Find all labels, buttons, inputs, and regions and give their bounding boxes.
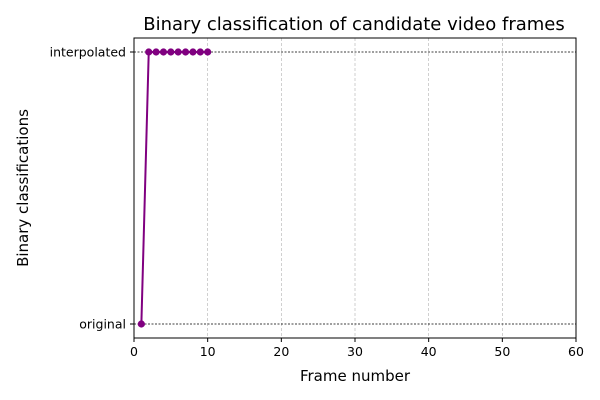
data-point bbox=[204, 48, 212, 56]
x-tick-label: 60 bbox=[568, 344, 584, 359]
x-axis: 0 10 20 30 40 50 60 bbox=[130, 338, 584, 359]
data-point bbox=[159, 48, 168, 56]
x-tick-label: 50 bbox=[494, 344, 510, 359]
x-tick-label: 40 bbox=[421, 344, 437, 359]
data-point bbox=[196, 48, 204, 56]
y-tick-label: original bbox=[79, 317, 126, 332]
chart-title: Binary classification of candidate video… bbox=[143, 14, 565, 35]
data-point bbox=[181, 48, 190, 56]
x-tick-label: 0 bbox=[130, 344, 138, 359]
plot-area bbox=[137, 48, 212, 328]
data-point bbox=[152, 48, 160, 56]
data-point bbox=[145, 48, 153, 56]
series-line bbox=[140, 51, 208, 325]
x-tick-label: 20 bbox=[273, 344, 289, 359]
x-tick-label: 30 bbox=[347, 344, 363, 359]
data-point bbox=[189, 48, 197, 56]
data-point bbox=[174, 48, 182, 56]
data-point bbox=[137, 320, 145, 328]
grid bbox=[133, 38, 577, 338]
data-point bbox=[167, 48, 175, 56]
y-tick-label: interpolated bbox=[50, 45, 126, 60]
x-tick-label: 10 bbox=[200, 344, 216, 359]
y-axis: original interpolated bbox=[50, 45, 134, 332]
x-axis-label: Frame number bbox=[300, 367, 411, 385]
y-axis-label: Binary classifications bbox=[14, 109, 32, 267]
